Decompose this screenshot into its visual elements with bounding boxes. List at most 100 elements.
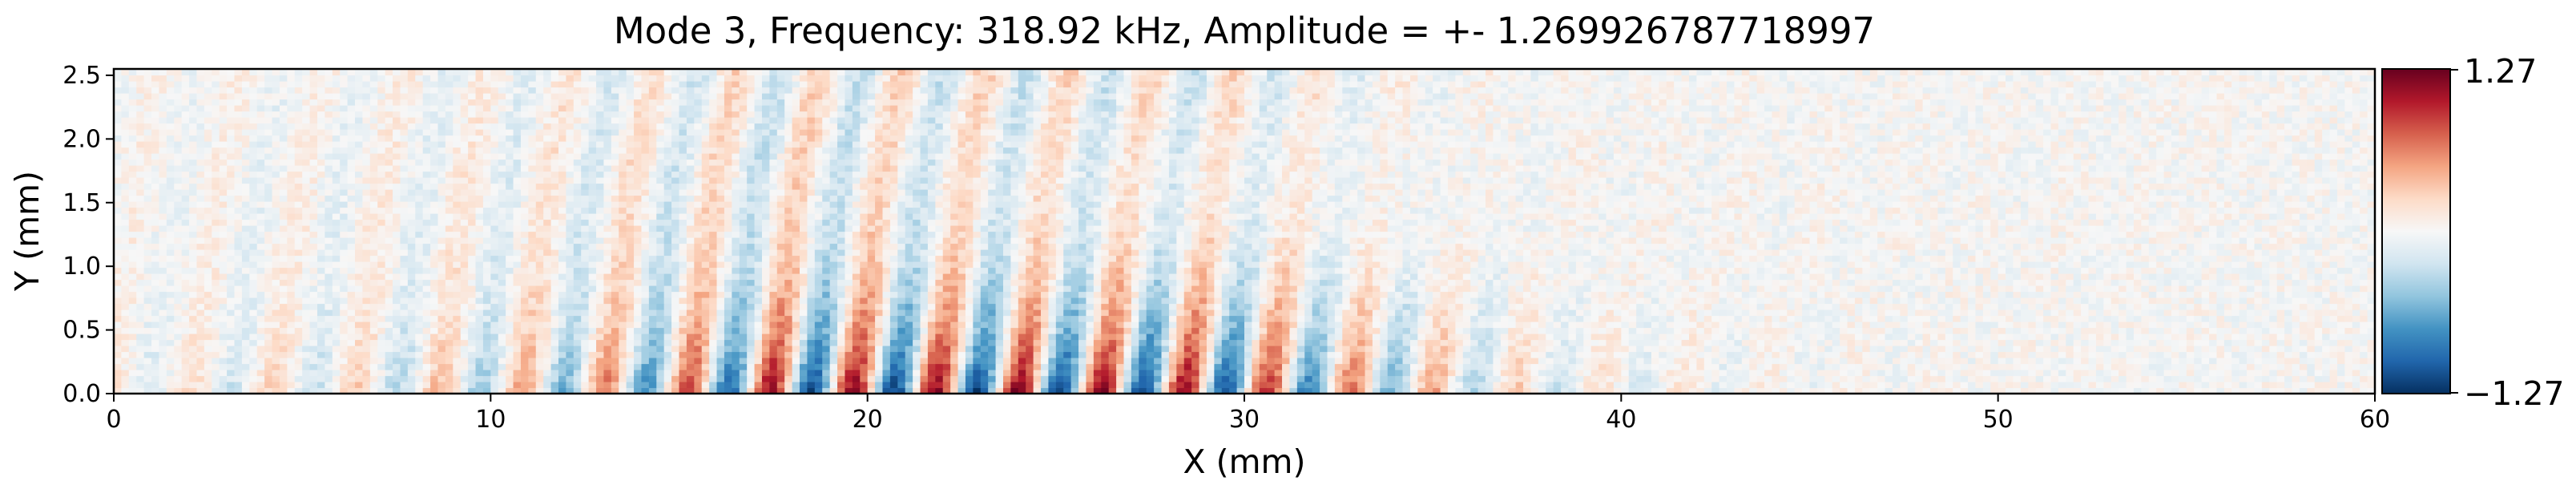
heatmap-cell [1772, 387, 1780, 394]
heatmap-cell [1840, 387, 1848, 394]
heatmap-cell [1696, 382, 1705, 389]
heatmap-cell [1636, 346, 1645, 353]
heatmap-cell [2194, 346, 2203, 353]
heatmap-cell [1259, 297, 1268, 305]
heatmap-cell [566, 370, 574, 377]
heatmap-cell [437, 315, 446, 322]
heatmap-cell [988, 351, 997, 358]
heatmap-cell [2231, 387, 2240, 394]
heatmap-cell [1380, 358, 1389, 365]
heatmap-cell [1651, 333, 1659, 341]
heatmap-cell [1734, 333, 1743, 341]
heatmap-cell [1907, 358, 1916, 365]
heatmap-cell [1847, 363, 1856, 370]
heatmap-cell [1146, 315, 1155, 322]
heatmap-cell [1756, 370, 1765, 377]
heatmap-cell [988, 382, 997, 389]
heatmap-cell [1575, 309, 1584, 317]
heatmap-cell [2148, 363, 2157, 370]
heatmap-cell [1221, 333, 1230, 341]
heatmap-cell [460, 370, 469, 377]
heatmap-cell [2336, 382, 2345, 389]
heatmap-cell [302, 375, 311, 382]
heatmap-cell [1380, 321, 1389, 329]
heatmap-cell [1666, 370, 1675, 377]
heatmap-cell [302, 358, 311, 365]
heatmap-cell [377, 375, 386, 382]
heatmap-cell [1636, 321, 1645, 329]
heatmap-cell [2141, 327, 2150, 334]
heatmap-cell [482, 315, 491, 322]
heatmap-cell [1101, 370, 1110, 377]
heatmap-cell [1395, 327, 1404, 334]
heatmap-cell [973, 315, 982, 322]
heatmap-cell [1282, 291, 1291, 298]
heatmap-cell [2284, 327, 2293, 334]
heatmap-cell [1515, 321, 1524, 329]
heatmap-cell [1387, 363, 1396, 370]
heatmap-cell [1643, 363, 1652, 370]
heatmap-cell [1252, 375, 1260, 382]
heatmap-cell [468, 375, 477, 382]
heatmap-cell [1026, 351, 1034, 358]
heatmap-cell [1802, 327, 1811, 334]
heatmap-cell [528, 375, 537, 382]
heatmap-cell [800, 315, 808, 322]
heatmap-cell [241, 363, 250, 370]
heatmap-cell [2006, 351, 2014, 358]
heatmap-cell [1116, 291, 1125, 298]
heatmap-cell [1146, 291, 1155, 298]
heatmap-cell [1575, 387, 1584, 394]
heatmap-cell [1681, 358, 1690, 365]
heatmap-cell [490, 333, 499, 341]
heatmap-cell [1681, 321, 1690, 329]
heatmap-cell [159, 358, 167, 365]
heatmap-cell [1139, 309, 1147, 317]
heatmap-cell [1154, 351, 1163, 358]
heatmap-cell [1674, 351, 1683, 358]
heatmap-cell [1274, 387, 1283, 394]
heatmap-cell [1998, 321, 2006, 329]
heatmap-cell [2269, 303, 2278, 310]
heatmap-cell [362, 297, 371, 305]
heatmap-cell [739, 346, 748, 353]
heatmap-cell [1515, 351, 1524, 358]
heatmap-cell [1161, 309, 1170, 317]
heatmap-cell [792, 375, 800, 382]
heatmap-cell [1651, 351, 1659, 358]
heatmap-cell [1183, 309, 1192, 317]
heatmap-cell [437, 387, 446, 394]
heatmap-cell [219, 321, 228, 329]
heatmap-cell [2095, 382, 2104, 389]
heatmap-cell [128, 333, 137, 341]
heatmap-cell [445, 303, 454, 310]
heatmap-cell [256, 346, 265, 353]
heatmap-cell [852, 382, 861, 389]
heatmap-cell [1116, 358, 1125, 365]
heatmap-cell [935, 387, 944, 394]
heatmap-cell [1063, 291, 1072, 298]
heatmap-cell [671, 363, 680, 370]
heatmap-cell [1048, 309, 1057, 317]
heatmap-cell [1312, 346, 1320, 353]
heatmap-cell [136, 351, 145, 358]
heatmap-cell [1598, 315, 1607, 322]
heatmap-cell [1199, 351, 1207, 358]
heatmap-cell [1666, 382, 1675, 389]
heatmap-cell [1176, 387, 1185, 394]
heatmap-cell [1409, 382, 1418, 389]
heatmap-cell [316, 358, 325, 365]
heatmap-cell [2171, 375, 2180, 382]
heatmap-cell [1553, 375, 1562, 382]
heatmap-cell [2095, 363, 2104, 370]
heatmap-cell [362, 375, 371, 382]
heatmap-cell [2035, 339, 2044, 346]
heatmap-cell [2322, 333, 2331, 341]
heatmap-cell [453, 291, 462, 298]
heatmap-cell [1674, 346, 1683, 353]
heatmap-cell [1063, 346, 1072, 353]
heatmap-cell [897, 370, 906, 377]
heatmap-cell [1968, 309, 1977, 317]
heatmap-cell [294, 291, 303, 298]
heatmap-cell [272, 303, 280, 310]
